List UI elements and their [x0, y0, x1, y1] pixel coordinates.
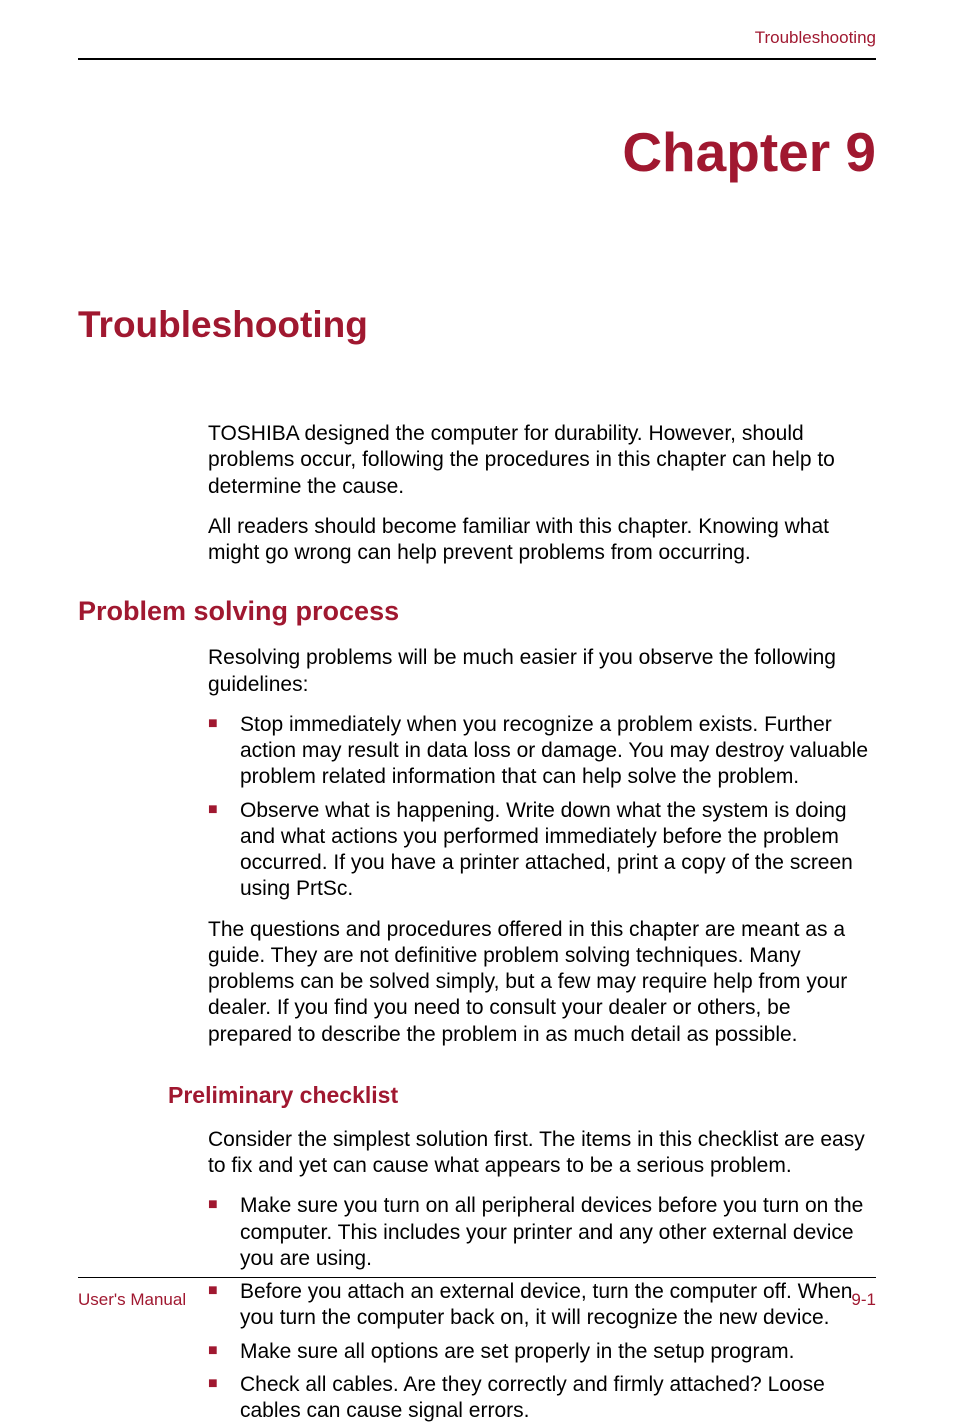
intro-paragraph-1: TOSHIBA designed the computer for durabi…: [208, 421, 876, 500]
list-item: Observe what is happening. Write down wh…: [208, 798, 876, 903]
checklist-intro: Consider the simplest solution first. Th…: [208, 1127, 876, 1180]
preliminary-checklist-heading: Preliminary checklist: [168, 1082, 876, 1109]
problem-solving-bullets: Stop immediately when you recognize a pr…: [208, 712, 876, 903]
chapter-label: Chapter 9: [78, 120, 876, 184]
list-item: Stop immediately when you recognize a pr…: [208, 712, 876, 791]
list-item: Make sure you turn on all peripheral dev…: [208, 1193, 876, 1272]
problem-solving-intro: Resolving problems will be much easier i…: [208, 645, 876, 698]
list-item: Check all cables. Are they correctly and…: [208, 1372, 876, 1424]
subsection-problem-solving: Problem solving process: [78, 596, 876, 627]
header-right-text: Troubleshooting: [755, 28, 876, 47]
intro-paragraph-2: All readers should become familiar with …: [208, 514, 876, 567]
footer-left: User's Manual: [78, 1290, 186, 1310]
footer-right: 9-1: [851, 1290, 876, 1310]
page-header: Troubleshooting: [78, 28, 876, 60]
page-footer: User's Manual 9-1: [78, 1277, 876, 1310]
problem-solving-outro: The questions and procedures offered in …: [208, 917, 876, 1048]
section-title: Troubleshooting: [78, 304, 876, 346]
